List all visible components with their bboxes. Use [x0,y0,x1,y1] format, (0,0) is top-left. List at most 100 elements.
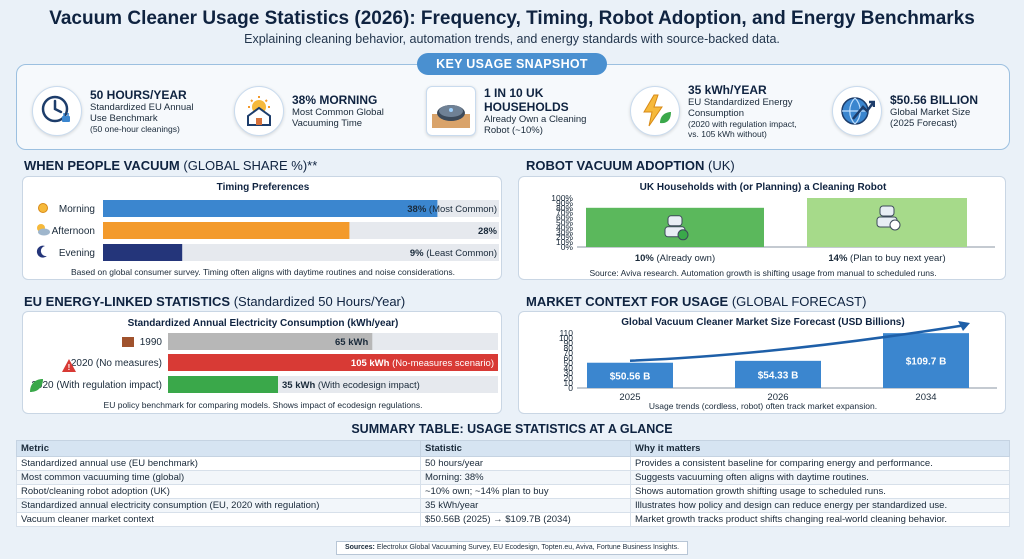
y-tick-label: 10% [556,237,573,247]
kpi-robot: 1 IN 10 UK HOUSEHOLDS Already Own a Clea… [426,80,626,142]
y-tick-label: 110 [559,328,573,338]
table-cell: Standardized annual electricity consumpt… [16,498,421,513]
market-bar [735,360,821,388]
kpi-market: $50.56 BILLION Global Market Size (2025 … [832,80,1008,142]
kpi-note: (50 one-hour cleanings) [90,124,180,134]
check-icon [677,229,689,241]
energy-category-label: 2020 (With regulation impact) [31,380,162,391]
kpi-line: (2025 Forecast) [890,118,958,129]
clock-icon [889,219,901,231]
market-category-label: 2025 [619,392,640,403]
table-cell: Market growth tracks product shifts chan… [630,512,1010,527]
clock-plug-icon [32,86,82,136]
kpi-line: Most Common Global [292,107,384,118]
robot-chart-title: UK Households with (or Planning) a Clean… [639,182,887,193]
sunrise-house-icon [234,86,284,136]
market-panel: Global Vacuum Cleaner Market Size Foreca… [518,311,1006,414]
table-cell: 50 hours/year [420,456,631,471]
warning-mark: ! [68,363,71,372]
y-tick-label: 60 [564,353,574,363]
market-bar [883,333,969,388]
energy-footnote: EU policy benchmark for comparing models… [103,400,423,410]
y-tick-label: 40 [564,363,574,373]
market-value-label: $50.56 B [610,371,651,382]
table-cell: Illustrates how policy and design can re… [630,498,1010,513]
factory-icon [122,337,134,347]
kpi-head: 35 kWh/YEAR [688,83,767,97]
kpi-line: EU Standardized Energy [688,97,793,108]
y-tick-label: 50 [564,358,574,368]
sources-box: Sources: Electrolux Global Vacuuming Sur… [336,541,688,555]
timing-category-label: Evening [59,248,95,259]
timing-chart-title: Timing Preferences [216,182,310,193]
energy-value-label: 65 kWh [335,337,368,348]
table-header: Statistic [420,440,631,457]
robot-vacuum-icon [426,86,476,136]
table-cell: Most common vacuuming time (global) [16,470,421,485]
kpi-head: 38% MORNING [292,93,378,107]
timing-value-label: 38% (Most Common) [407,204,497,215]
kpi-note: (2020 with regulation impact, [688,119,797,129]
trend-arrow-head [958,321,970,331]
table-cell: Vacuum cleaner market context [16,512,421,527]
timing-bar [103,244,183,261]
energy-chart-title: Standardized Annual Electricity Consumpt… [127,318,399,329]
summary-title: SUMMARY TABLE: USAGE STATISTICS AT A GLA… [351,422,673,436]
summary-table: Metric Statistic Why it matters Standard… [16,440,1010,527]
section-title-market: MARKET CONTEXT FOR USAGE (GLOBAL FORECAS… [526,294,867,309]
kpi-line: Already Own a Cleaning [484,114,587,125]
y-tick-label: 20 [564,373,574,383]
robot-category-label: 10% (Already own) [635,253,715,264]
warning-icon [62,359,76,372]
table-row: Standardized annual electricity consumpt… [16,498,1010,513]
y-tick-label: 60% [556,213,573,223]
kpi-line: Consumption [688,108,744,119]
kpi-energy: 35 kWh/YEAR EU Standardized Energy Consu… [630,80,820,142]
y-tick-label: 80% [556,203,573,213]
market-chart-title: Global Vacuum Cleaner Market Size Foreca… [621,317,905,328]
y-tick-label: 30 [564,368,574,378]
table-row: Most common vacuuming time (global) Morn… [16,470,1010,485]
market-category-label: 2034 [915,392,936,403]
kpi-head: 1 IN 10 UK HOUSEHOLDS [484,86,569,114]
kpi-annual-use: 50 HOURS/YEAR Standardized EU Annual Use… [32,80,212,142]
table-cell: Suggests vacuuming often aligns with day… [630,470,1010,485]
y-tick-label: 10 [564,378,574,388]
timing-value-label: 28% [478,226,498,237]
market-value-label: $54.33 B [758,370,799,381]
table-header: Why it matters [630,440,1010,457]
timing-value-label: 9% (Least Common) [410,248,497,259]
energy-bar [168,333,373,350]
cloud-icon [38,228,50,236]
table-row: Robot/cleaning robot adoption (UK) ~10% … [16,484,1010,499]
energy-value-label: 105 kWh (No-measures scenario) [351,358,494,369]
timing-bar [103,222,350,239]
table-cell: ~10% own; ~14% plan to buy [420,484,631,499]
moon-icon [36,245,47,258]
energy-bar [168,376,278,393]
y-tick-label: 100% [551,193,573,203]
kpi-line: Use Benchmark [90,113,158,124]
robot-icon [667,215,683,227]
table-cell: 35 kWh/year [420,498,631,513]
robot-icon [879,205,895,217]
kpi-morning: 38% MORNING Most Common Global Vacuuming… [234,80,414,142]
table-row: Vacuum cleaner market context $50.56B (2… [16,512,1010,527]
kpi-line: Global Market Size [890,107,971,118]
snapshot-label: KEY USAGE SNAPSHOT [417,53,607,75]
table-cell: Shows automation growth shifting usage t… [630,484,1010,499]
energy-value-label: 35 kWh (With ecodesign impact) [282,380,420,391]
market-value-label: $109.7 B [906,357,947,368]
table-cell: Morning: 38% [420,470,631,485]
robot-footnote: Source: Aviva research. Automation growt… [589,268,937,278]
y-tick-label: 70 [564,348,574,358]
kpi-line: Standardized EU Annual [90,102,194,113]
robot-panel: UK Households with (or Planning) a Clean… [518,176,1006,280]
bar-track [103,244,499,261]
market-bar [587,362,673,388]
y-tick-label: 100 [559,333,573,343]
kpi-note: vs. 105 kWh without) [688,129,767,139]
page-subtitle: Explaining cleaning behavior, automation… [244,32,780,46]
y-tick-label: 0% [561,242,574,252]
